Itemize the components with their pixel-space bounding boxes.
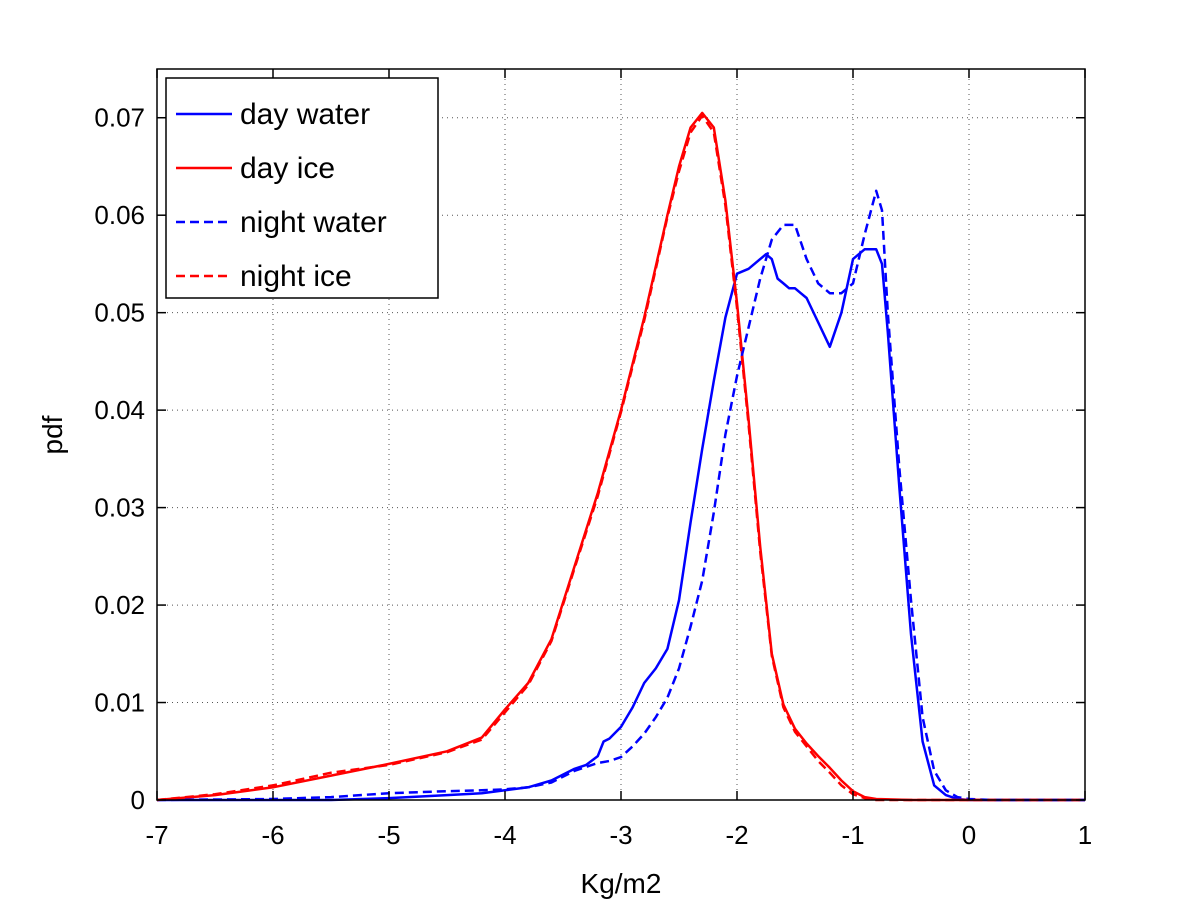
y-tick-label: 0.06 xyxy=(94,200,145,230)
series-line-day-water xyxy=(157,248,1085,802)
series-line-night-water xyxy=(156,189,1085,802)
x-tick-label: -3 xyxy=(609,820,632,850)
x-tick-label: -5 xyxy=(377,820,400,850)
x-tick-label: -7 xyxy=(145,820,168,850)
x-tick-label: -2 xyxy=(725,820,748,850)
legend-label: day water xyxy=(240,98,370,131)
x-tick-label: 0 xyxy=(962,820,976,850)
y-tick-label: 0.01 xyxy=(94,688,145,718)
legend-label: day ice xyxy=(240,152,335,185)
series-line-night-ice xyxy=(156,114,1085,802)
y-tick-label: 0.03 xyxy=(94,493,145,523)
y-tick-label: 0.07 xyxy=(94,103,145,133)
ticks: -7 -6 -5 -4 -3 -2 -1 0 1 0 0.01 0.02 0.03 0.04 0.05 0.0… xyxy=(94,69,1092,850)
series-layer xyxy=(156,111,1085,802)
grid xyxy=(157,69,1085,800)
y-tick-label: 0.05 xyxy=(94,298,145,328)
legend: day water day ice night water night ice xyxy=(165,77,439,299)
x-axis-title: Kg/m2 xyxy=(581,868,662,899)
y-axis-title: pdf xyxy=(37,415,68,454)
y-tick-label: 0.04 xyxy=(94,395,145,425)
y-tick-label: 0 xyxy=(131,785,145,815)
legend-label: night water xyxy=(240,206,387,239)
legend-label: night ice xyxy=(240,260,352,293)
series-line-day-ice xyxy=(156,111,1085,802)
y-tick-label: 0.02 xyxy=(94,590,145,620)
x-tick-label: -6 xyxy=(261,820,284,850)
x-tick-label: 1 xyxy=(1078,820,1092,850)
x-tick-label: -4 xyxy=(493,820,516,850)
x-tick-label: -1 xyxy=(841,820,864,850)
